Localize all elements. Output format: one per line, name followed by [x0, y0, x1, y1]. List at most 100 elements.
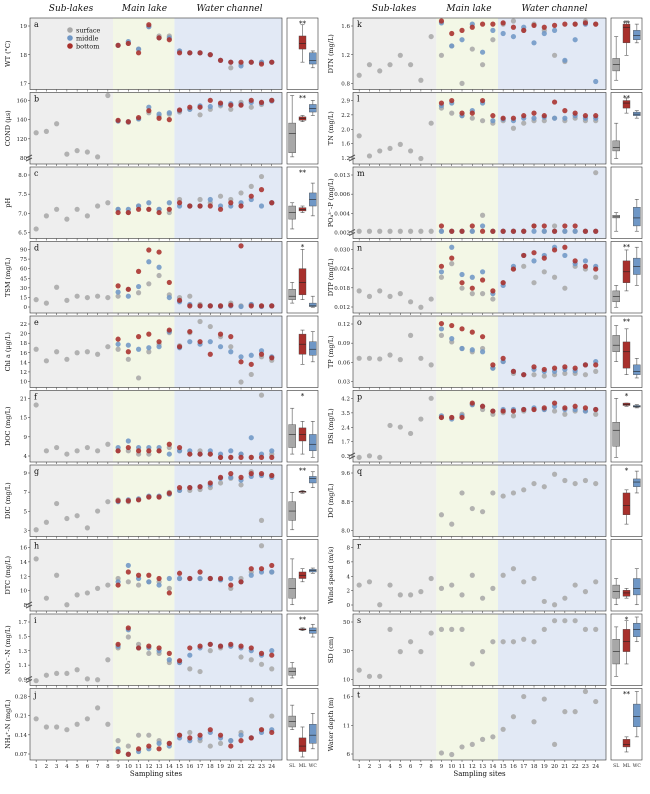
x-tick-label: 14 [166, 764, 173, 770]
x-tick-label: 23 [258, 764, 265, 770]
surface-point [64, 151, 70, 157]
y-tick-label: 0.07 [15, 752, 28, 758]
surface-point [228, 344, 234, 350]
surface-point [397, 52, 403, 58]
surface-point [459, 626, 465, 632]
region-title-main-lake: Main lake [121, 4, 167, 14]
surface-point [33, 402, 39, 408]
plot-frame [352, 166, 607, 239]
panel-letter: d [34, 244, 39, 253]
y-tick-label: 2.2 [341, 113, 350, 119]
bottom-point [135, 645, 142, 651]
bottom-point [166, 117, 172, 123]
box-iqr [298, 35, 307, 50]
bottom-point [238, 102, 244, 108]
bottom-point [531, 110, 537, 116]
middle-point [531, 258, 537, 264]
surface-point [459, 80, 465, 86]
box-group-label: SL [613, 763, 619, 769]
y-tick-label: 0.9 [18, 678, 27, 684]
middle-point [248, 572, 254, 578]
bottom-point [438, 100, 445, 106]
bg-sub-lakes [353, 167, 437, 239]
surface-point [407, 639, 414, 645]
bottom-point [541, 366, 547, 373]
x-tick-label: 1 [34, 764, 38, 770]
plot-frame [29, 166, 283, 239]
y-tick-label: 0.018 [334, 286, 350, 292]
bg-sub-lakes [353, 316, 437, 388]
axis-break [348, 452, 356, 460]
surface-point [146, 650, 152, 656]
bottom-point [438, 18, 445, 24]
box-frame [286, 464, 319, 537]
surface-point [356, 355, 362, 361]
bottom-point [197, 339, 203, 345]
x-tick-label: 15 [500, 764, 507, 770]
surface-point [572, 709, 578, 715]
surface-point [43, 300, 49, 306]
panel-o: o 0.03 0.06 0.09 0.12 TP (mg/L) ** [327, 315, 643, 390]
bottom-point [551, 99, 558, 105]
middle-point [187, 339, 193, 345]
surface-point [135, 582, 142, 588]
significance-mark: * [301, 393, 305, 401]
bottom-point [510, 368, 517, 374]
middle-point [531, 228, 537, 234]
surface-point [54, 121, 60, 127]
bottom-point [135, 114, 142, 121]
bottom-point [562, 21, 568, 27]
middle-point [593, 78, 599, 85]
bg-main-lake [436, 465, 499, 537]
middle-point [115, 289, 121, 295]
x-tick-label: 12 [469, 764, 476, 770]
panel-letter: c [34, 169, 39, 178]
panel-r: r 0 2 4 6 8 Wind speed (m/s) [327, 539, 643, 613]
bottom-point [551, 228, 558, 234]
y-tick-label: 15 [20, 416, 27, 422]
bottom-point [115, 42, 121, 48]
surface-point [217, 193, 224, 199]
surface-point [197, 318, 203, 325]
y-tick-label: 14 [20, 360, 27, 366]
bottom-point [217, 100, 224, 106]
surface-point [33, 346, 39, 352]
bottom-point [500, 355, 506, 361]
surface-point [438, 585, 445, 591]
bottom-point [135, 572, 142, 578]
surface-point [248, 657, 254, 663]
bottom-point [197, 104, 203, 110]
y-tick-label: 30 [20, 286, 27, 292]
bottom-point [115, 209, 121, 216]
bg-sub-lakes [353, 92, 437, 164]
surface-point [33, 297, 39, 303]
bottom-point [438, 320, 445, 327]
bottom-point [449, 228, 455, 234]
surface-point [531, 719, 537, 725]
surface-point [449, 521, 455, 527]
x-tick-label: 21 [561, 764, 568, 770]
surface-point [84, 349, 90, 355]
surface-point [397, 228, 403, 234]
surface-point [521, 579, 527, 585]
surface-point [469, 741, 475, 748]
surface-point [84, 716, 90, 722]
plot-frame [352, 241, 607, 314]
middle-point [166, 657, 172, 663]
bottom-point [258, 303, 265, 309]
middle-point [176, 575, 183, 582]
bottom-point [156, 249, 162, 255]
y-tick-label: 18 [20, 341, 27, 347]
surface-point [64, 451, 70, 457]
surface-point [84, 294, 90, 301]
bottom-point [135, 334, 142, 340]
middle-point [228, 474, 234, 480]
x-tick-label: 24 [268, 764, 275, 770]
box-iqr [288, 424, 296, 448]
bottom-point [228, 454, 234, 460]
bottom-point [541, 24, 547, 30]
bottom-point [228, 102, 234, 108]
bottom-point [572, 110, 578, 116]
y-tick-label: 1.2 [341, 53, 350, 59]
y-tick-label: 7 [24, 490, 28, 496]
